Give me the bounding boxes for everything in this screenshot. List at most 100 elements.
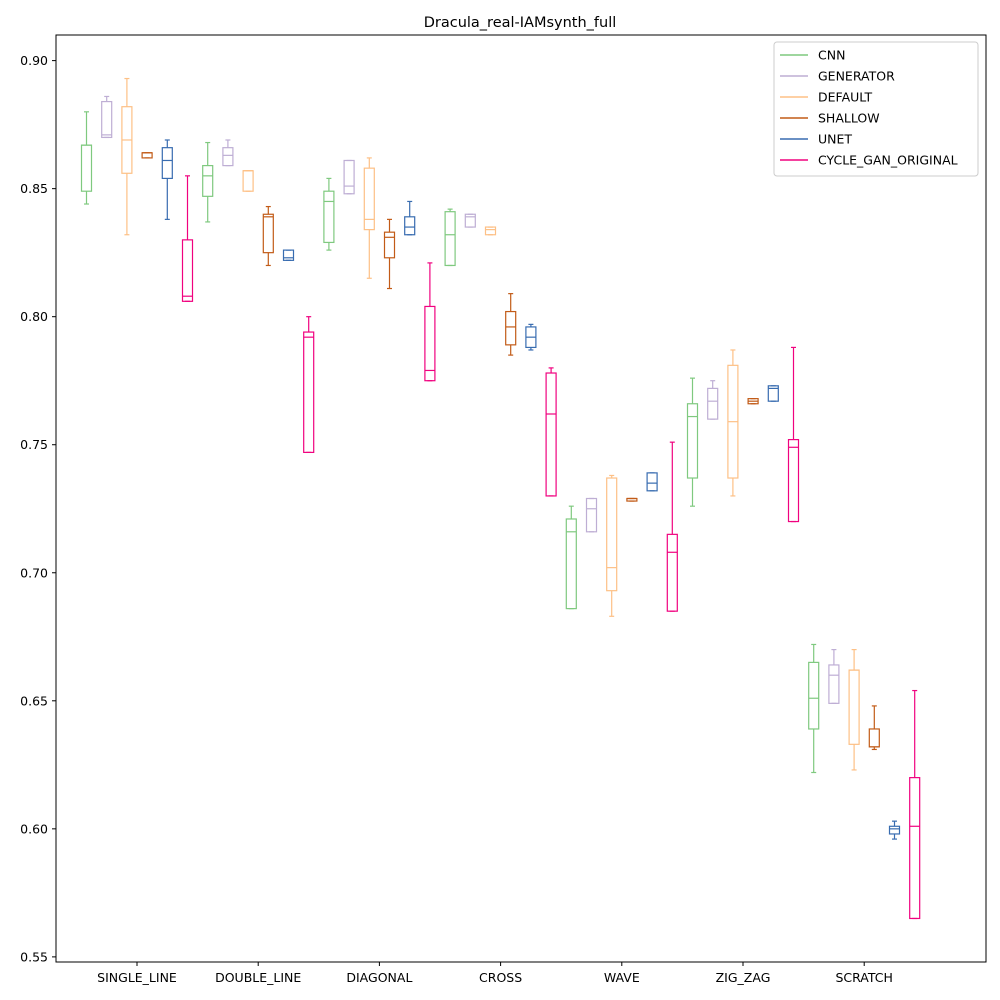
box-iqr [565, 518, 577, 610]
legend-label: GENERATOR [818, 69, 895, 84]
box-double-line [262, 205, 274, 267]
box-iqr [646, 472, 658, 492]
box-cross [545, 367, 557, 497]
box-iqr [545, 372, 557, 497]
x-tick-label: DIAGONAL [346, 970, 412, 985]
y-tick-label: 0.75 [20, 437, 48, 452]
box-wave [646, 472, 658, 492]
box-iqr [444, 211, 456, 267]
series-shallow [141, 152, 880, 751]
box-iqr [383, 231, 396, 259]
box-iqr [323, 190, 335, 244]
box-iqr [101, 100, 113, 139]
x-tick-label: CROSS [479, 970, 522, 985]
box-iqr [828, 664, 840, 704]
y-tick-label: 0.80 [20, 309, 48, 324]
box-zig-zag [747, 398, 759, 405]
legend-label: SHALLOW [818, 111, 880, 126]
box-iqr [363, 167, 375, 231]
x-axis: SINGLE_LINE DOUBLE_LINE DIAGONAL CROSS WAVE Z… [97, 962, 893, 985]
box-iqr [303, 331, 315, 454]
y-axis: 0.55 0.60 0.65 0.70 0.75 0.80 0.85 0.90 [20, 53, 56, 964]
box-iqr [707, 387, 719, 420]
x-tick-label: SCRATCH [835, 970, 892, 985]
box-zig-zag [767, 385, 779, 402]
box-single-line [161, 139, 173, 220]
legend-label: CNN [818, 48, 845, 63]
box-single-line [101, 95, 113, 139]
series-generator [101, 95, 840, 704]
legend-label: CYCLE_GAN_ORIGINAL [818, 153, 958, 168]
legend-frame [773, 41, 979, 177]
box-zig-zag [686, 377, 699, 507]
box-double-line [303, 316, 315, 454]
box-cross [525, 323, 537, 351]
legend-entry: DEFAULT [780, 90, 873, 105]
series-cnn [80, 111, 820, 774]
box-iqr [606, 477, 618, 592]
series-default [121, 77, 860, 771]
box-iqr [464, 213, 476, 228]
y-tick-label: 0.85 [20, 181, 48, 196]
box-iqr [808, 661, 820, 730]
box-iqr [909, 777, 921, 920]
box-iqr [181, 239, 194, 302]
box-iqr [262, 213, 274, 254]
box-wave [666, 441, 678, 612]
box-iqr [202, 164, 214, 197]
legend-entry: CYCLE_GAN_ORIGINAL [780, 153, 958, 168]
box-iqr [222, 147, 234, 167]
legend-label: DEFAULT [818, 90, 873, 105]
box-iqr [424, 305, 436, 382]
box-scratch [888, 820, 901, 840]
axes-frame [55, 34, 987, 963]
box-single-line [80, 111, 93, 205]
y-tick-label: 0.90 [20, 53, 48, 68]
box-iqr [161, 147, 173, 180]
box-iqr [505, 310, 517, 346]
y-tick-label: 0.60 [20, 821, 48, 836]
legend-entry: CNN [780, 48, 845, 63]
box-wave [626, 497, 638, 502]
box-scratch [909, 689, 921, 920]
box-scratch [808, 643, 820, 774]
box-iqr [888, 825, 901, 835]
box-iqr [767, 385, 779, 402]
plot-area [80, 77, 921, 920]
legend-entry: SHALLOW [780, 111, 880, 126]
box-double-line [242, 170, 254, 192]
box-iqr [666, 533, 678, 612]
box-diagonal [404, 200, 416, 236]
box-iqr [585, 497, 598, 533]
box-double-line [282, 249, 295, 261]
box-diagonal [323, 177, 335, 251]
box-iqr [404, 216, 416, 236]
box-single-line [181, 175, 194, 302]
x-tick-label: DOUBLE_LINE [215, 970, 301, 985]
box-iqr [282, 249, 295, 261]
box-zig-zag [707, 380, 719, 420]
legend-entry: UNET [780, 132, 852, 147]
box-double-line [202, 141, 214, 223]
box-wave [606, 474, 618, 617]
box-scratch [828, 648, 840, 704]
box-scratch [868, 705, 880, 751]
box-zig-zag [787, 346, 800, 523]
series-cycle-gan-original [181, 175, 921, 920]
box-diagonal [363, 157, 375, 279]
box-iqr [343, 159, 355, 195]
legend-entry: GENERATOR [780, 69, 895, 84]
y-tick-label: 0.70 [20, 565, 48, 580]
series-unet [161, 139, 901, 840]
box-wave [565, 505, 577, 610]
box-wave [585, 497, 598, 533]
box-cross [444, 208, 456, 267]
box-zig-zag [727, 349, 739, 497]
box-diagonal [343, 159, 355, 195]
box-iqr [484, 226, 497, 236]
x-tick-label: ZIG_ZAG [716, 970, 771, 985]
box-cross [484, 226, 497, 236]
box-cross [505, 293, 517, 356]
x-tick-label: WAVE [604, 970, 640, 985]
